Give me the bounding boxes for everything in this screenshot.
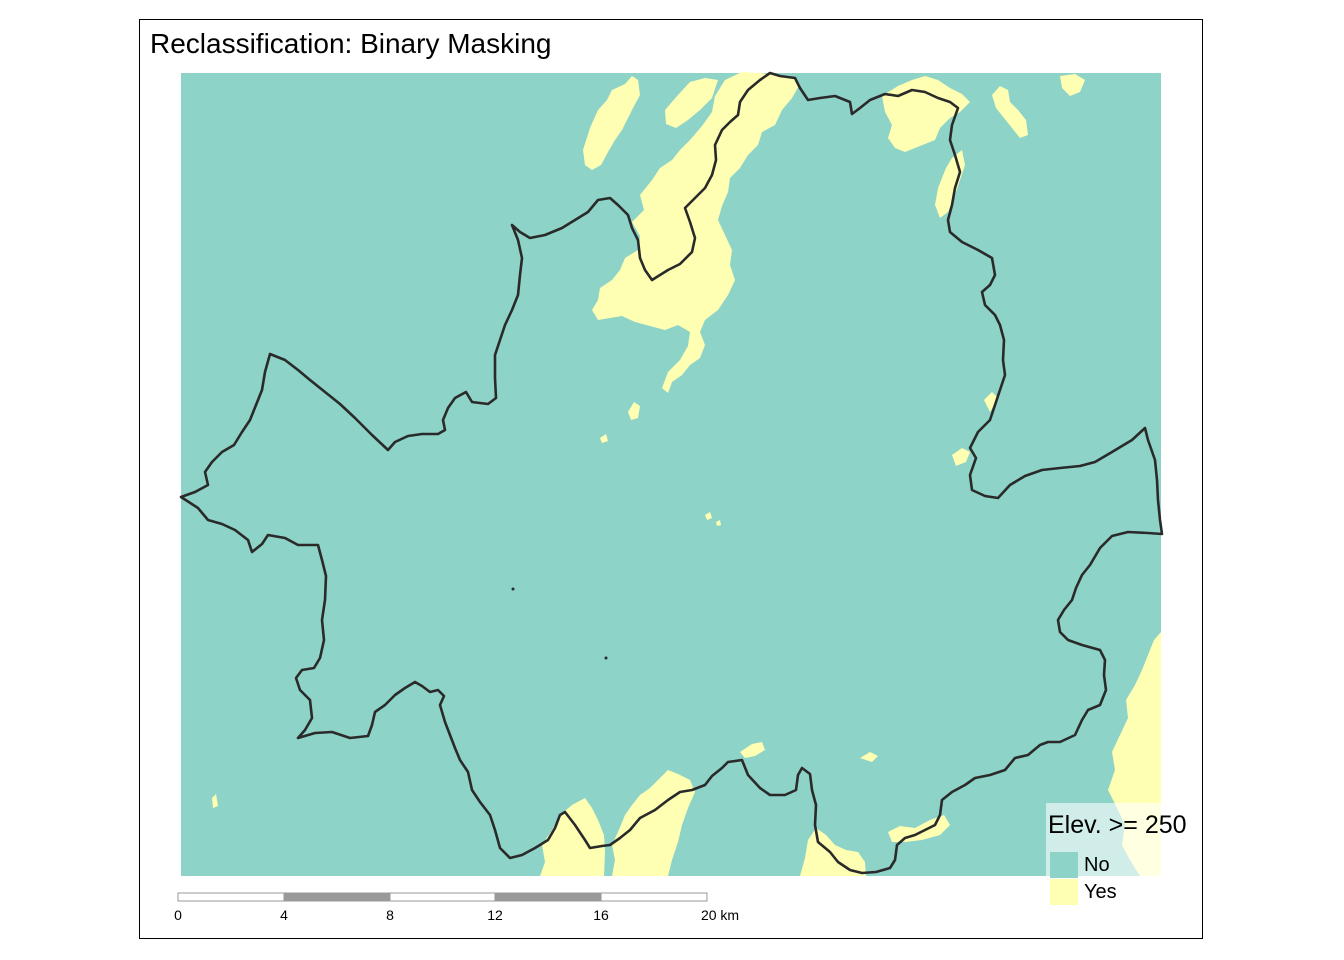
scale-bar-segment (389, 892, 496, 902)
city-boundary (179, 71, 1164, 875)
legend-label-yes: Yes (1084, 881, 1117, 903)
raster-yes-areas (212, 72, 1161, 876)
scale-bar-segment (494, 892, 602, 902)
legend-title: Elev. >= 250 (1048, 811, 1187, 839)
scale-tick-label: 16 (593, 907, 609, 923)
legend-label-no: No (1084, 854, 1110, 876)
scale-bar-segment (283, 892, 391, 902)
scale-tick-label: 12 (487, 907, 503, 923)
scale-tick-label: 4 (280, 907, 288, 923)
legend-item-yes: Yes (1050, 879, 1190, 905)
scale-tick-label: 8 (386, 907, 394, 923)
boundary-point (604, 656, 608, 660)
scale-tick-label: 20 km (700, 907, 740, 923)
scale-bar-segment (177, 892, 285, 902)
scale-bar (177, 892, 708, 902)
scale-bar-segment (600, 892, 708, 902)
legend-swatch-no (1050, 852, 1078, 878)
map-title: Reclassification: Binary Masking (150, 28, 552, 59)
scale-tick-label: 0 (174, 907, 182, 923)
boundary-point (511, 587, 515, 591)
legend-swatch-yes (1050, 879, 1078, 905)
legend-item-no: No (1050, 852, 1190, 878)
